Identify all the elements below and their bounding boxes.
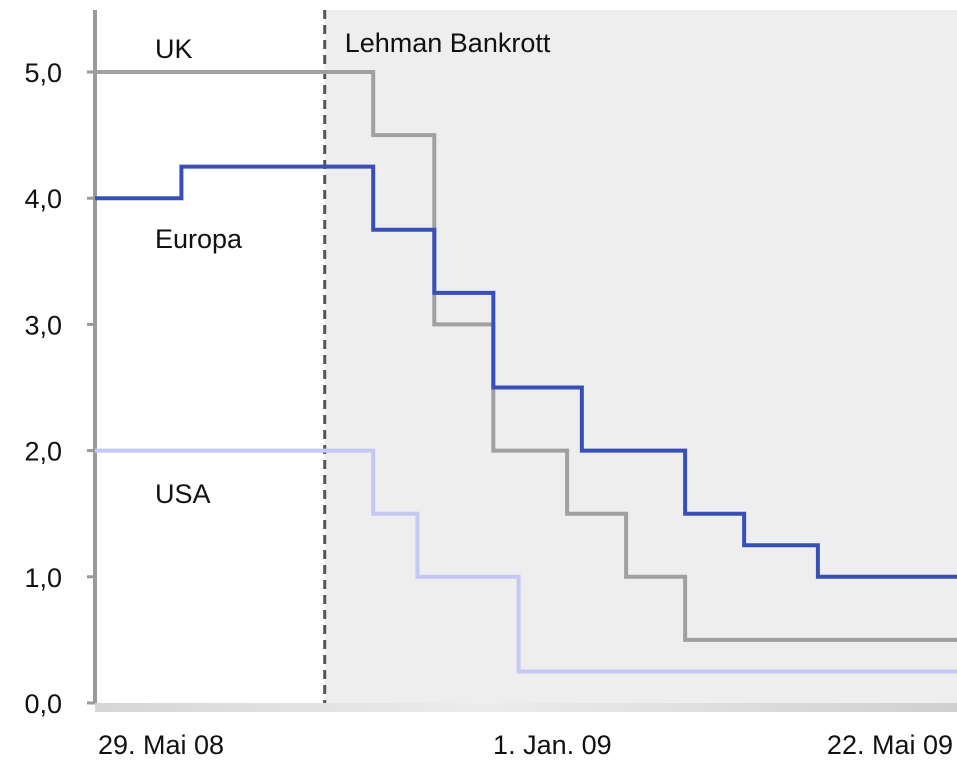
axes-layer [87, 10, 327, 705]
y-tick-label: 4,0 [24, 184, 62, 214]
x-axis-band [95, 703, 957, 712]
series-line-usa [95, 448, 957, 674]
y-tick-label: 5,0 [24, 58, 62, 88]
x-tick-label: 1. Jan. 09 [493, 730, 612, 760]
series-layer [95, 70, 957, 674]
series-label-usa: USA [155, 479, 211, 509]
labels-layer: Lehman Bankrott 0,0 1,0 2,0 3,0 4,0 5,0 29. Mai… [24, 28, 953, 760]
y-tick-label: 0,0 [24, 689, 62, 719]
series-label-uk: UK [155, 34, 193, 64]
y-tick-label: 1,0 [24, 563, 62, 593]
series-line-uk [95, 70, 957, 642]
series-line-europa [95, 164, 957, 579]
post-event-shaded-region [324, 10, 957, 703]
background-layer [95, 10, 957, 712]
y-tick-label: 2,0 [24, 437, 62, 467]
x-tick-label: 22. Mai 09 [827, 730, 953, 760]
event-annotation-label: Lehman Bankrott [345, 28, 551, 58]
series-label-europa: Europa [155, 224, 243, 254]
y-tick-label: 3,0 [24, 310, 62, 340]
x-tick-label: 29. Mai 08 [98, 730, 224, 760]
